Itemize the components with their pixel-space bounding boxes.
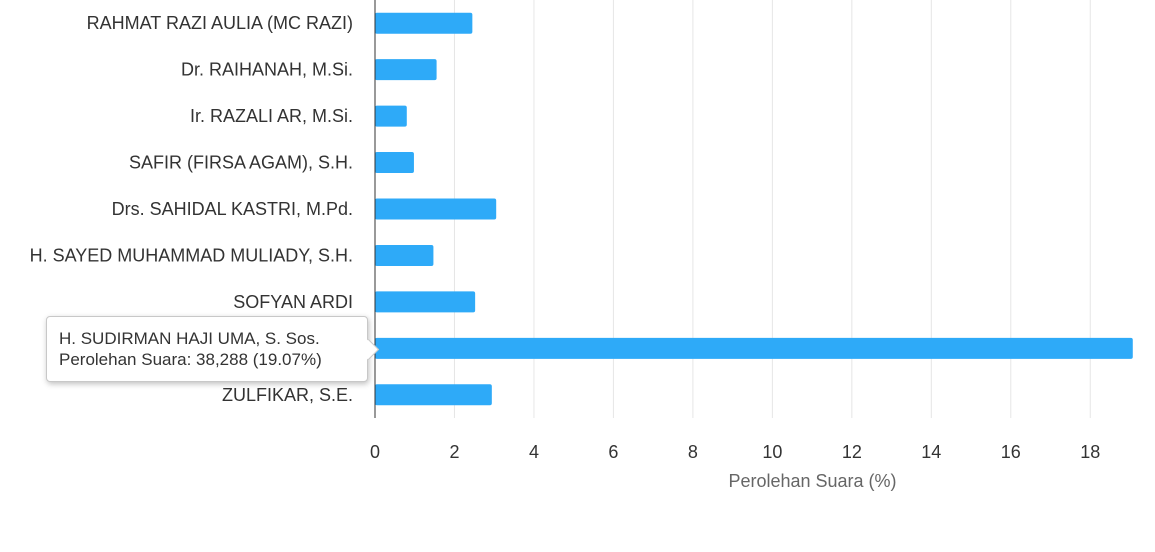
- x-tick-label: 16: [1001, 442, 1021, 462]
- grid-lines: [453, 0, 1091, 418]
- bar[interactable]: [375, 59, 437, 81]
- x-tick-label: 8: [688, 442, 698, 462]
- bar[interactable]: [375, 384, 492, 406]
- x-tick-labels: 0 2 4 6 8 10 12 14 16 18: [370, 442, 1100, 462]
- category-label: Drs. SAHIDAL KASTRI, M.Pd.: [112, 199, 353, 219]
- bar[interactable]: [375, 105, 407, 127]
- x-tick-label: 2: [449, 442, 459, 462]
- x-tick-label: 0: [370, 442, 380, 462]
- category-label: RAHMAT RAZI AULIA (MC RAZI): [87, 13, 353, 33]
- category-label: H. SAYED MUHAMMAD MULIADY, S.H.: [30, 245, 353, 265]
- category-label: SAFIR (FIRSA AGAM), S.H.: [129, 153, 353, 173]
- bar[interactable]: [375, 337, 1133, 359]
- bars: [375, 12, 1133, 406]
- tooltip-category: H. SUDIRMAN HAJI UMA, S. Sos.: [59, 329, 320, 348]
- bar[interactable]: [375, 198, 497, 220]
- bar[interactable]: [375, 291, 476, 313]
- bar[interactable]: [375, 152, 414, 174]
- category-label: ZULFIKAR, S.E.: [222, 385, 353, 405]
- bar-tooltip: H. SUDIRMAN HAJI UMA, S. Sos. Perolehan …: [46, 316, 380, 382]
- category-label: Dr. RAIHANAH, M.Si.: [181, 60, 353, 80]
- x-tick-label: 10: [762, 442, 782, 462]
- category-label: Ir. RAZALI AR, M.Si.: [190, 106, 353, 126]
- x-tick-label: 14: [921, 442, 941, 462]
- x-tick-label: 12: [842, 442, 862, 462]
- x-axis-title: Perolehan Suara (%): [728, 471, 896, 491]
- x-tick-label: 4: [529, 442, 539, 462]
- bar[interactable]: [375, 12, 473, 34]
- x-tick-label: 6: [608, 442, 618, 462]
- tooltip-value: Perolehan Suara: 38,288 (19.07%): [59, 350, 322, 369]
- x-tick-label: 18: [1080, 442, 1100, 462]
- bar[interactable]: [375, 244, 434, 266]
- category-label: SOFYAN ARDI: [233, 292, 353, 312]
